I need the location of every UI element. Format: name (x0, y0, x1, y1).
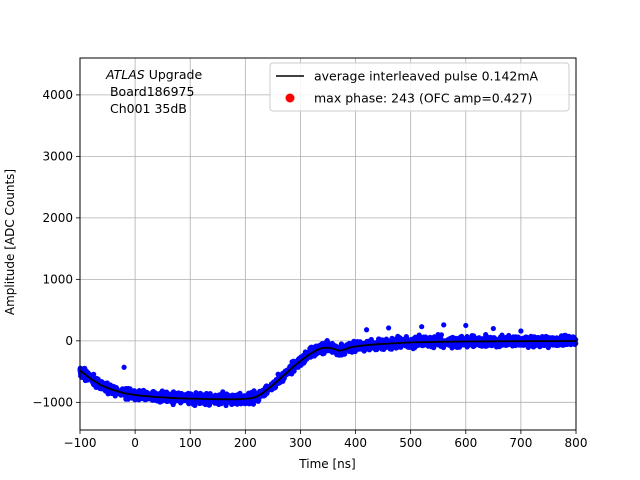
sample-point (435, 332, 441, 338)
sample-point (506, 332, 512, 339)
sample-point (562, 332, 569, 338)
sample-point (490, 325, 496, 332)
sample-point (437, 336, 443, 342)
average-pulse-line (79, 340, 577, 401)
sample-point (336, 345, 342, 351)
sample-point (135, 389, 141, 395)
x-tick-label: 700 (509, 436, 532, 450)
sample-point (355, 340, 361, 346)
series-line (79, 340, 577, 401)
x-tick-label: −100 (64, 436, 97, 450)
sample-point (322, 341, 328, 347)
y-tick-label: 0 (65, 334, 73, 348)
sample-point (471, 335, 477, 341)
x-axis-ticks: −100 0 100 200 300 400 500 600 700 800 (64, 430, 588, 450)
sample-point (128, 387, 134, 393)
x-tick-label: 400 (344, 436, 367, 450)
sample-point (398, 344, 404, 350)
sample-point (419, 324, 425, 330)
sample-point (558, 333, 564, 339)
x-tick-label: 800 (565, 436, 588, 450)
sample-point (339, 352, 345, 358)
sample-point (439, 343, 445, 349)
sample-point (363, 327, 370, 333)
annotation-line3: Ch001 35dB (106, 101, 187, 116)
sample-point (329, 349, 335, 355)
sample-point (428, 341, 434, 347)
sample-point (346, 348, 352, 354)
x-tick-label: 300 (289, 436, 312, 450)
sample-point (483, 332, 489, 338)
sample-point (386, 325, 392, 331)
sample-point (181, 392, 187, 398)
sample-point (78, 373, 84, 379)
legend: average interleaved pulse 0.142mA max ph… (269, 62, 570, 112)
sample-point (567, 335, 573, 341)
sample-point (464, 344, 470, 350)
sample-point (518, 328, 524, 334)
legend-label-max-phase: max phase: 243 (OFC amp=0.427) (314, 91, 532, 106)
x-tick-label: 500 (399, 436, 422, 450)
sample-point (221, 399, 227, 405)
sample-point (396, 338, 402, 344)
sample-point (488, 336, 494, 342)
annotation-line2: Board186975 (106, 84, 194, 99)
sample-point (246, 390, 252, 396)
sample-point (537, 344, 543, 350)
sample-point (317, 342, 323, 348)
sample-point (164, 398, 170, 404)
sample-point (417, 334, 424, 340)
sample-point (246, 399, 252, 405)
y-tick-label: 4000 (42, 88, 73, 102)
x-tick-label: 0 (131, 436, 139, 450)
legend-box (269, 62, 570, 112)
y-tick-label: 2000 (42, 211, 73, 225)
sample-point (560, 341, 566, 347)
sample-point (308, 344, 314, 350)
legend-marker-swatch (285, 93, 295, 103)
sample-point (121, 364, 127, 370)
sample-point (224, 391, 230, 397)
sample-point (441, 322, 447, 328)
x-axis-label: Time [ns] (298, 457, 355, 471)
y-tick-label: 3000 (42, 150, 73, 164)
sample-point (351, 338, 357, 344)
sample-point (213, 393, 219, 400)
sample-point (449, 341, 455, 347)
sample-point (164, 389, 170, 395)
sample-point (334, 352, 340, 358)
sample-point (346, 341, 352, 347)
annotation-line1: ATLAS Upgrade (105, 67, 202, 82)
sample-point (395, 333, 401, 339)
y-tick-label: 1000 (42, 273, 73, 287)
y-tick-label: −1000 (32, 396, 73, 410)
x-tick-label: 600 (454, 436, 477, 450)
x-tick-label: 200 (234, 436, 257, 450)
sample-point (170, 389, 177, 395)
sample-point (372, 347, 379, 353)
legend-label-average-pulse: average interleaved pulse 0.142mA (314, 69, 539, 84)
sample-point (120, 386, 126, 392)
sample-point (125, 396, 131, 402)
sample-point (141, 396, 147, 402)
sample-point (551, 340, 557, 346)
sample-points (77, 322, 579, 409)
plot-frame (79, 57, 577, 431)
y-axis-label: Amplitude [ADC Counts] (3, 169, 17, 315)
annotation: ATLAS Upgrade Board186975 Ch001 35dB (105, 67, 202, 116)
x-tick-label: 100 (179, 436, 202, 450)
sample-point (463, 322, 469, 329)
y-axis-ticks: −1000 0 1000 2000 3000 4000 (32, 88, 80, 410)
